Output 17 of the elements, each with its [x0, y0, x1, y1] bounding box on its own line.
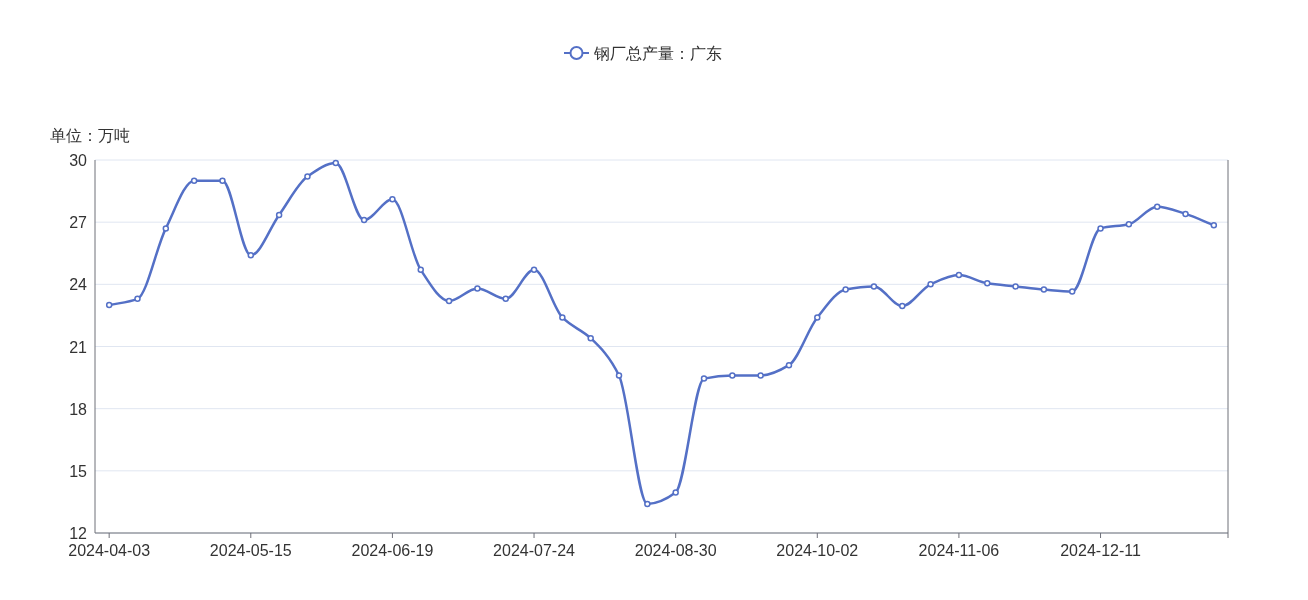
- y-axis-title: 单位：万吨: [50, 127, 130, 144]
- x-tick-label: 2024-12-11: [1060, 542, 1141, 559]
- x-tick-label: 2024-07-24: [493, 542, 576, 559]
- x-tick-label: 2024-06-19: [351, 542, 434, 559]
- legend-label: 钢厂总产量：广东: [593, 45, 722, 62]
- y-tick-label: 18: [69, 400, 88, 418]
- y-tick-label: 30: [69, 152, 88, 169]
- x-tick-label: 2024-04-03: [68, 542, 151, 559]
- y-tick-label: 27: [69, 214, 88, 232]
- y-tick-label: 12: [69, 525, 88, 542]
- x-tick-label: 2024-11-06: [918, 542, 1000, 559]
- y-tick-label: 15: [69, 462, 88, 480]
- y-tick-label: 24: [69, 276, 88, 294]
- y-tick-label: 21: [69, 338, 88, 356]
- x-tick-label: 2024-08-30: [634, 542, 717, 559]
- x-tick-label: 2024-05-15: [209, 542, 292, 559]
- x-tick-label: 2024-10-02: [776, 542, 859, 559]
